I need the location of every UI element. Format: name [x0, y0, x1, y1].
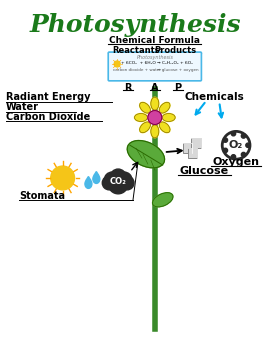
- Ellipse shape: [153, 193, 173, 207]
- FancyBboxPatch shape: [108, 52, 201, 81]
- Circle shape: [231, 155, 236, 159]
- Circle shape: [108, 174, 128, 194]
- Text: → C₆H₁₂O₆ + 6O₂: → C₆H₁₂O₆ + 6O₂: [157, 61, 193, 65]
- FancyBboxPatch shape: [188, 148, 197, 158]
- Circle shape: [114, 61, 120, 67]
- Text: Photosynthesis: Photosynthesis: [136, 55, 173, 60]
- Text: Reactants: Reactants: [112, 46, 160, 55]
- Text: → glucose + oxygen: → glucose + oxygen: [157, 68, 198, 72]
- Circle shape: [231, 132, 236, 136]
- Text: carbon dioxide + water: carbon dioxide + water: [113, 68, 161, 72]
- Ellipse shape: [134, 113, 147, 121]
- Text: Photosynthesis: Photosynthesis: [29, 13, 241, 37]
- Ellipse shape: [159, 102, 170, 113]
- Circle shape: [223, 148, 228, 153]
- Circle shape: [222, 131, 250, 159]
- Ellipse shape: [85, 180, 92, 188]
- Text: R: R: [124, 83, 132, 93]
- Text: Oxygen: Oxygen: [212, 157, 259, 167]
- Text: Chemical Formula: Chemical Formula: [109, 36, 200, 45]
- Text: Stomata: Stomata: [19, 191, 65, 201]
- Polygon shape: [86, 176, 91, 181]
- Circle shape: [246, 143, 250, 147]
- Text: P: P: [174, 83, 181, 93]
- Text: Water: Water: [6, 102, 39, 112]
- Circle shape: [104, 172, 120, 188]
- Text: Glucose: Glucose: [180, 166, 229, 176]
- Text: Chemicals: Chemicals: [184, 92, 244, 102]
- Ellipse shape: [140, 122, 150, 133]
- FancyBboxPatch shape: [191, 138, 201, 148]
- Circle shape: [102, 176, 116, 190]
- Ellipse shape: [127, 141, 164, 168]
- Polygon shape: [94, 172, 99, 175]
- Text: O₂: O₂: [229, 140, 243, 150]
- Circle shape: [110, 169, 126, 185]
- Text: A: A: [151, 83, 158, 93]
- Circle shape: [241, 152, 246, 157]
- Circle shape: [148, 111, 162, 125]
- Ellipse shape: [162, 113, 175, 121]
- Circle shape: [120, 176, 134, 190]
- Ellipse shape: [151, 97, 159, 110]
- Text: Carbon Dioxide: Carbon Dioxide: [6, 112, 90, 121]
- Ellipse shape: [93, 175, 100, 183]
- Text: CO₂: CO₂: [110, 177, 127, 187]
- Circle shape: [51, 166, 75, 190]
- Text: + 6CO₂  + 6H₂O: + 6CO₂ + 6H₂O: [121, 61, 156, 65]
- FancyBboxPatch shape: [183, 143, 193, 153]
- Ellipse shape: [151, 125, 159, 138]
- Ellipse shape: [140, 102, 150, 113]
- Text: Radiant Energy: Radiant Energy: [6, 92, 91, 102]
- Circle shape: [223, 138, 228, 142]
- Circle shape: [241, 134, 246, 138]
- Text: Products: Products: [155, 46, 197, 55]
- Circle shape: [116, 172, 132, 188]
- Ellipse shape: [159, 122, 170, 133]
